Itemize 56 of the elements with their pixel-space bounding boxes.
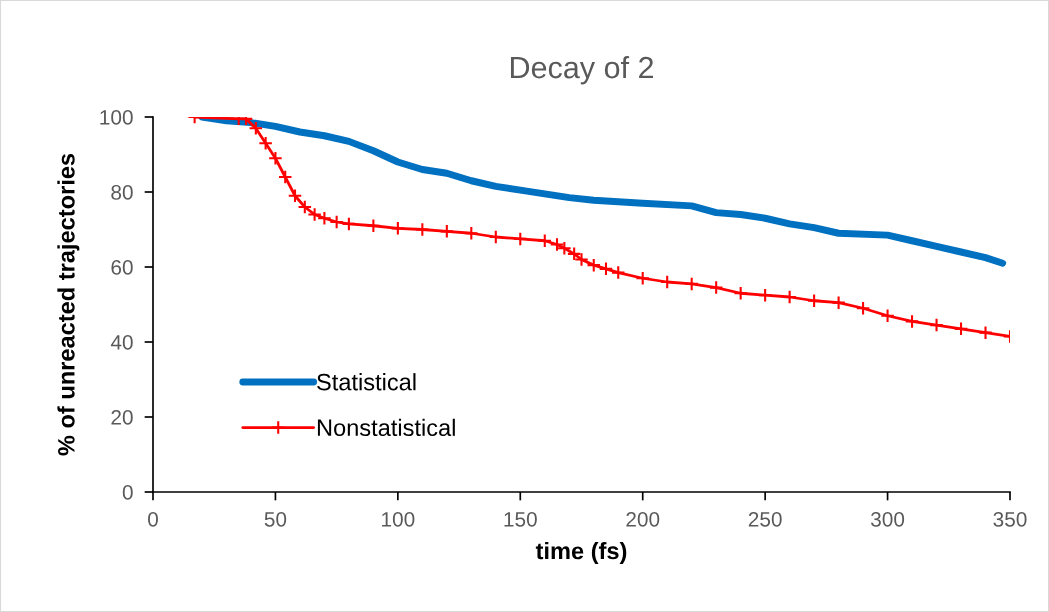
point bbox=[598, 261, 614, 277]
x-tick-label: 0 bbox=[148, 511, 158, 527]
y-tick-label: 0 bbox=[122, 485, 133, 500]
point bbox=[341, 216, 357, 232]
point bbox=[708, 280, 724, 295]
point bbox=[880, 308, 895, 324]
point bbox=[757, 287, 773, 303]
x-tick-label: 200 bbox=[626, 511, 660, 527]
y-tick-label: 100 bbox=[100, 110, 133, 125]
chart-title: Decay of 2 bbox=[510, 56, 653, 85]
point bbox=[297, 199, 313, 215]
point bbox=[549, 237, 565, 252]
point bbox=[248, 120, 264, 136]
point bbox=[439, 224, 455, 239]
point bbox=[268, 150, 283, 166]
y-axis-title: % of unreacted trajectories bbox=[57, 153, 80, 456]
point bbox=[610, 265, 626, 280]
point bbox=[258, 135, 273, 151]
point bbox=[831, 295, 846, 310]
x-axis-title: time (fs) bbox=[535, 541, 627, 564]
point bbox=[574, 252, 589, 267]
point bbox=[415, 222, 430, 237]
legend-label: Nonstatistical bbox=[317, 418, 455, 437]
point bbox=[855, 300, 871, 316]
point bbox=[733, 285, 748, 301]
y-tick-label: 40 bbox=[110, 335, 133, 350]
x-tick-label: 100 bbox=[382, 511, 415, 527]
point bbox=[390, 221, 406, 236]
point bbox=[464, 225, 479, 241]
point bbox=[307, 207, 322, 222]
point bbox=[635, 270, 650, 286]
x-tick-label: 150 bbox=[504, 511, 537, 527]
point bbox=[277, 169, 293, 185]
x-tick-label: 350 bbox=[993, 511, 1027, 527]
point bbox=[366, 218, 381, 234]
x-tick-label: 300 bbox=[870, 511, 905, 527]
point bbox=[329, 214, 344, 230]
point bbox=[513, 231, 528, 247]
legend-label: Statistical bbox=[317, 373, 416, 391]
point bbox=[953, 321, 969, 337]
point bbox=[566, 246, 582, 262]
point bbox=[806, 293, 822, 309]
x-tick-label: 250 bbox=[748, 511, 782, 527]
y-tick-label: 20 bbox=[111, 410, 133, 425]
point bbox=[557, 240, 572, 256]
point bbox=[586, 257, 602, 273]
y-tick-label: 60 bbox=[111, 260, 133, 275]
x-tick-label: 50 bbox=[264, 511, 287, 527]
point bbox=[904, 314, 920, 329]
point bbox=[537, 233, 553, 249]
point bbox=[287, 188, 303, 204]
point bbox=[978, 325, 993, 340]
point bbox=[684, 276, 699, 292]
point bbox=[317, 210, 332, 226]
point bbox=[929, 317, 944, 333]
y-tick-label: 80 bbox=[111, 185, 133, 200]
